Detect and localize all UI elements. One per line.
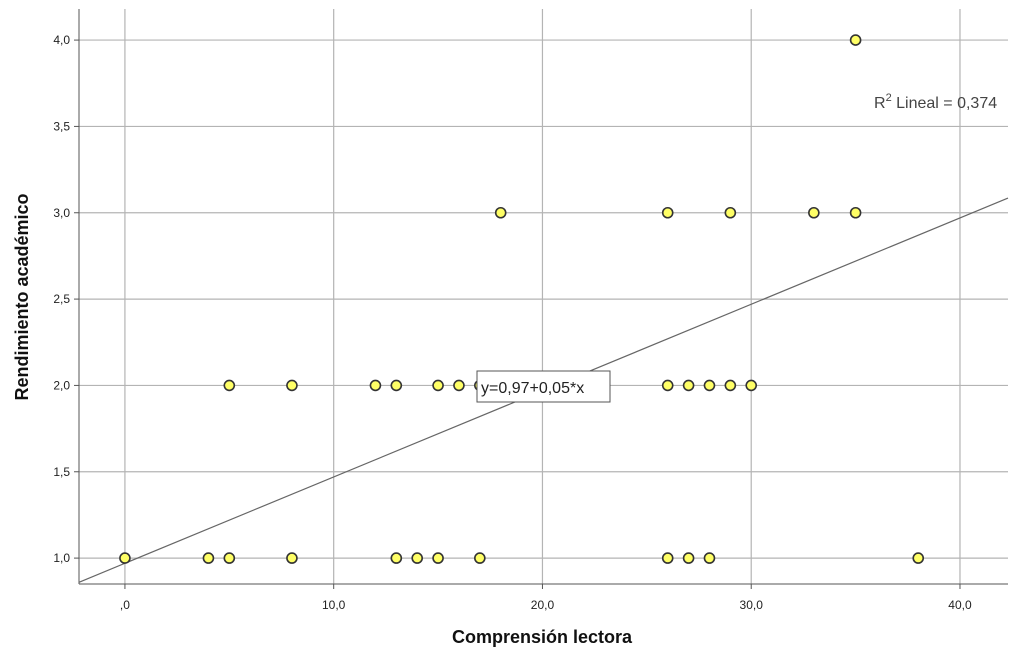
- data-point: [912, 552, 925, 564]
- data-point: [849, 206, 862, 219]
- x-tick-label: 10,0: [322, 598, 346, 612]
- data-point: [724, 379, 737, 392]
- y-tick-label: 1,0: [53, 551, 70, 565]
- axes: [74, 9, 1008, 589]
- data-point: [724, 206, 737, 219]
- data-point: [369, 379, 382, 392]
- data-point: [286, 552, 298, 564]
- x-axis-title: Comprensión lectora: [452, 627, 633, 647]
- data-point: [703, 552, 716, 564]
- data-point: [745, 379, 758, 392]
- data-point: [661, 379, 674, 392]
- data-point: [390, 552, 403, 564]
- data-point: [682, 379, 695, 392]
- data-point: [703, 379, 716, 392]
- tick-labels: ,0 10,0 20,0 30,0 40,0 1,0 1,5 2,0 2,5 3,0 3,5 4,0: [53, 33, 972, 612]
- data-point: [223, 552, 236, 564]
- data-point: [432, 379, 444, 392]
- data-point: [411, 552, 423, 564]
- r2-label-sup: 2: [886, 92, 892, 104]
- equation-label: y=0,97+0,05*x: [481, 380, 584, 397]
- data-point: [661, 552, 674, 564]
- y-axis-title: Rendimiento académico: [12, 193, 32, 400]
- gridlines: [79, 9, 1008, 584]
- data-point: [808, 206, 820, 219]
- y-tick-label: 2,0: [53, 378, 70, 392]
- data-point: [432, 552, 444, 564]
- data-point: [390, 379, 403, 392]
- data-point: [223, 379, 236, 392]
- data-point: [286, 379, 298, 392]
- data-point: [202, 552, 215, 564]
- data-point: [119, 552, 131, 564]
- r2-label-r: R: [874, 95, 886, 112]
- data-point: [682, 552, 695, 564]
- x-tick-label: ,0: [120, 598, 130, 612]
- data-point: [474, 552, 486, 564]
- y-tick-label: 3,5: [53, 119, 70, 133]
- y-tick-label: 1,5: [53, 465, 70, 479]
- y-tick-label: 3,0: [53, 206, 70, 220]
- data-point: [494, 206, 507, 219]
- data-point: [453, 379, 465, 392]
- y-tick-label: 2,5: [53, 292, 70, 306]
- data-point: [661, 206, 674, 219]
- equation-box: y=0,97+0,05*x: [476, 370, 611, 403]
- data-point: [849, 34, 862, 46]
- y-tick-label: 4,0: [53, 33, 70, 47]
- r2-label-rest: Lineal = 0,374: [892, 95, 998, 112]
- equation-box-frame: [476, 370, 611, 403]
- x-tick-label: 20,0: [531, 598, 555, 612]
- x-tick-label: 40,0: [948, 598, 972, 612]
- x-tick-label: 30,0: [740, 598, 764, 612]
- r2-annotation: R2 Lineal = 0,374: [874, 92, 997, 112]
